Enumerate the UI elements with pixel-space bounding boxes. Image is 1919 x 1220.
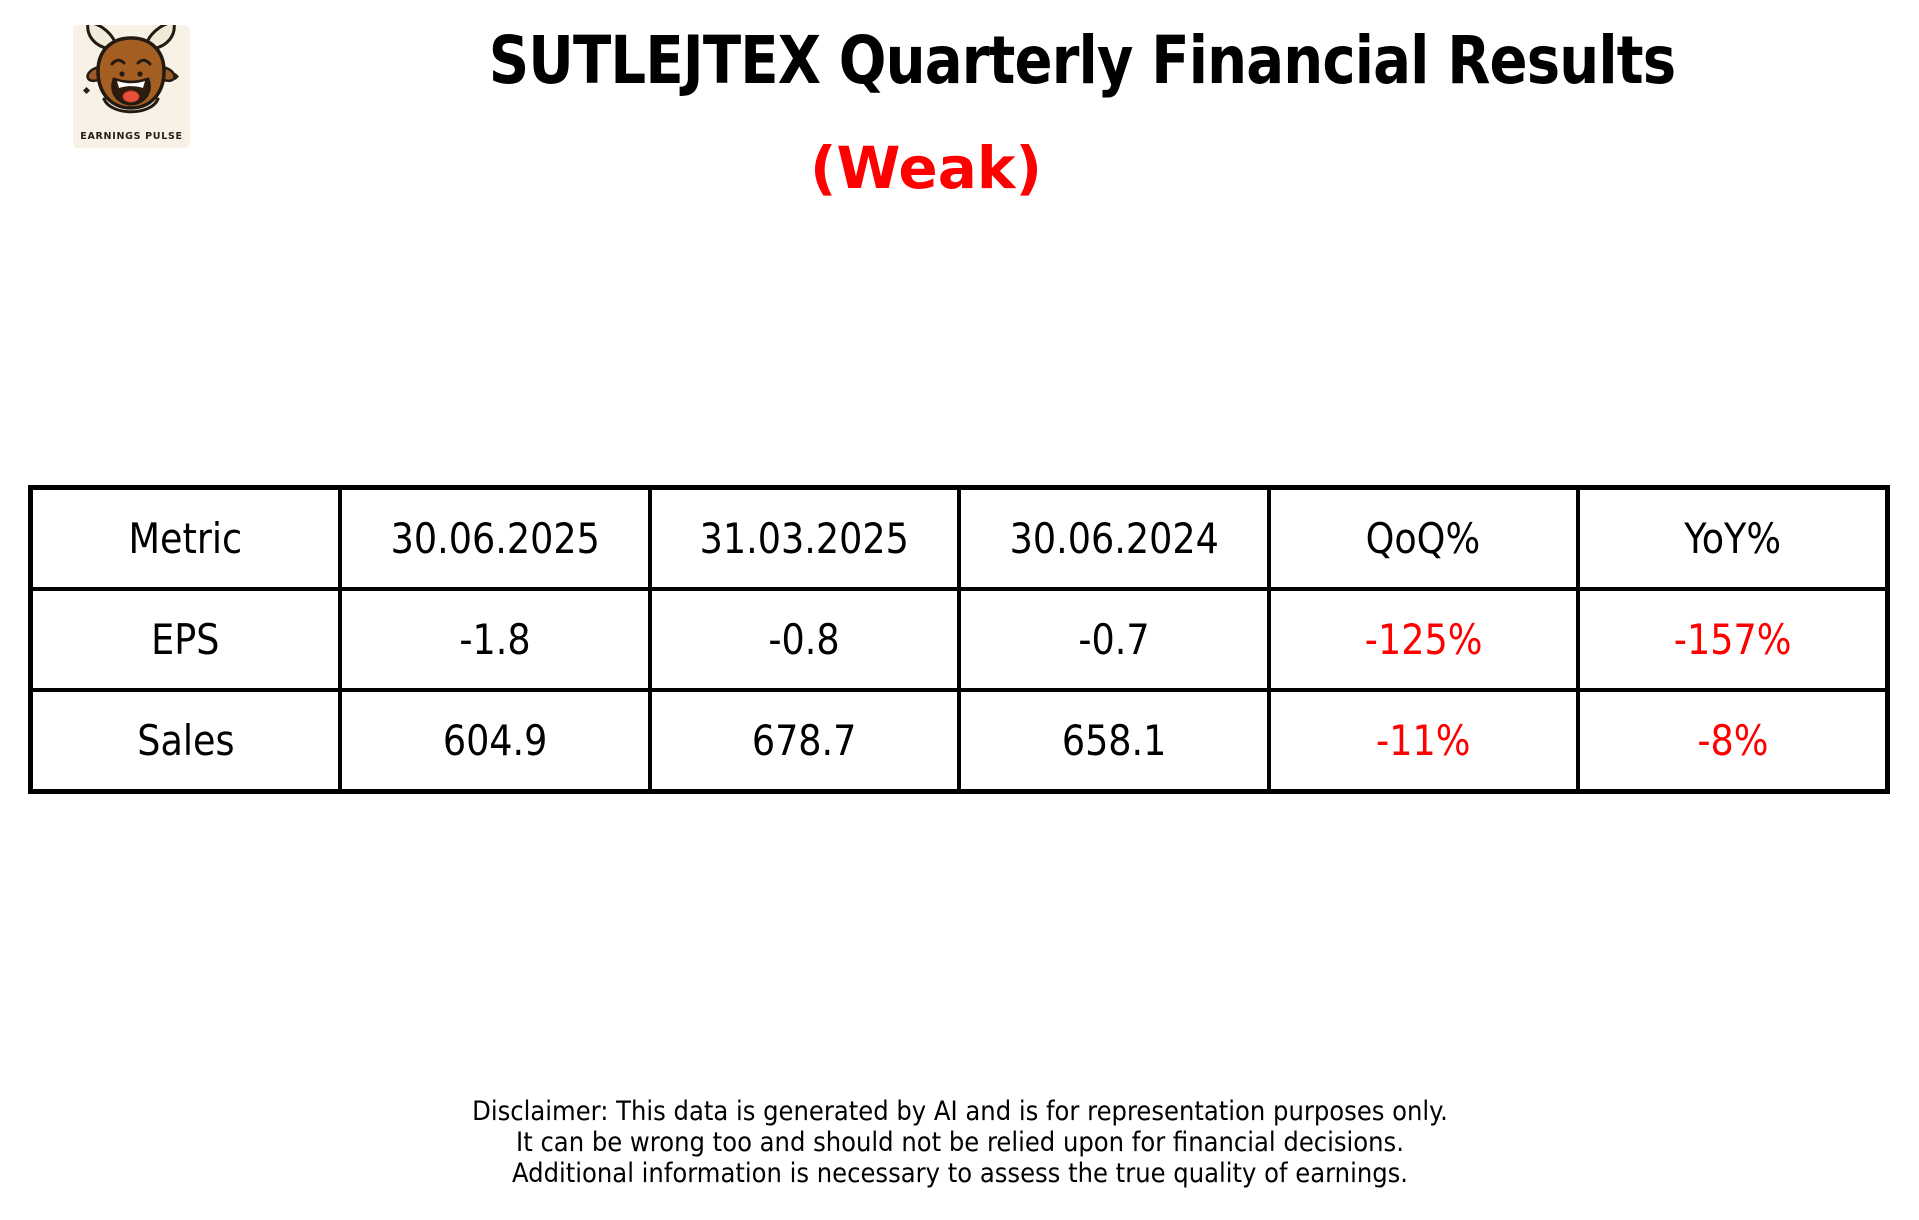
value-cell: 658.1 (957, 688, 1271, 794)
table-row-eps: EPS -1.8 -0.8 -0.7 -125% -157% (28, 587, 1890, 692)
value-cell: -0.8 (647, 587, 961, 692)
qoq-cell: -11% (1266, 688, 1580, 794)
value-cell: 604.9 (338, 688, 652, 794)
metric-cell: Sales (28, 688, 342, 794)
logo-brand-text: EARNINGS PULSE (80, 131, 182, 142)
earnings-pulse-logo: EARNINGS PULSE (73, 25, 190, 148)
page-title: SUTLEJTEX Quarterly Financial Results (488, 22, 1676, 99)
header-cell-qoq: QoQ% (1266, 485, 1580, 591)
yoy-cell: -8% (1576, 688, 1890, 794)
header-cell-previous-quarter: 31.03.2025 (647, 485, 961, 591)
disclaimer-line: It can be wrong too and should not be re… (516, 1127, 1404, 1158)
table-row-sales: Sales 604.9 678.7 658.1 -11% -8% (28, 688, 1890, 794)
header-cell-year-ago-quarter: 30.06.2024 (957, 485, 1271, 591)
header-cell-current-quarter: 30.06.2025 (338, 485, 652, 591)
disclaimer: Disclaimer: This data is generated by AI… (472, 1096, 1448, 1189)
value-cell: -0.7 (957, 587, 1271, 692)
qoq-cell: -125% (1266, 587, 1580, 692)
bull-icon (86, 25, 176, 114)
table-header-row: Metric 30.06.2025 31.03.2025 30.06.2024 … (28, 485, 1890, 591)
header-cell-yoy: YoY% (1576, 485, 1890, 591)
header-cell-metric: Metric (28, 485, 342, 591)
yoy-cell: -157% (1576, 587, 1890, 692)
value-cell: 678.7 (647, 688, 961, 794)
disclaimer-line: Additional information is necessary to a… (511, 1158, 1409, 1189)
disclaimer-line: Disclaimer: This data is generated by AI… (472, 1096, 1448, 1127)
value-cell: -1.8 (338, 587, 652, 692)
metric-cell: EPS (28, 587, 342, 692)
quarterly-results-table: Metric 30.06.2025 31.03.2025 30.06.2024 … (28, 485, 1890, 794)
verdict-label: (Weak) (810, 134, 1042, 202)
